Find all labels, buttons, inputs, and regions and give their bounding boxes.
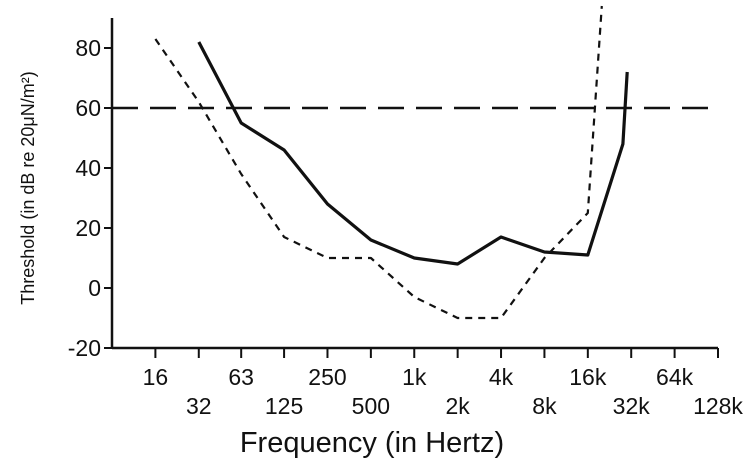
x-tick-label: 125	[265, 393, 303, 419]
x-tick-label: 63	[228, 364, 254, 390]
series-line-solid	[197, 41, 629, 266]
y-tick-label: 60	[75, 95, 101, 121]
x-tick-label: 500	[352, 393, 390, 419]
x-tick-label: 64k	[656, 364, 694, 390]
x-tick-label: 16k	[569, 364, 607, 390]
x-tick-label: 2k	[446, 393, 471, 419]
x-axis-title: Frequency (in Hertz)	[240, 427, 504, 459]
x-tick-label: 250	[308, 364, 346, 390]
x-tick-label: 16	[143, 364, 169, 390]
x-tick-label: 32	[186, 393, 212, 419]
x-tick-label: 128k	[693, 393, 743, 419]
y-tick-label: 0	[88, 275, 101, 301]
y-tick-label: 40	[75, 155, 101, 181]
series-layer	[112, 5, 718, 320]
x-tick-label: 1k	[402, 364, 427, 390]
x-tick-label: 8k	[532, 393, 557, 419]
y-axis-title: Threshold (in dB re 20μN/m²)	[18, 71, 38, 304]
x-tick-label: 4k	[489, 364, 514, 390]
y-tick-label: 80	[75, 35, 101, 61]
y-tick-label: -20	[68, 335, 101, 361]
series-line-dashed	[154, 5, 603, 320]
x-tick-label: 32k	[613, 393, 651, 419]
y-tick-label: 20	[75, 215, 101, 241]
axes	[110, 18, 718, 350]
